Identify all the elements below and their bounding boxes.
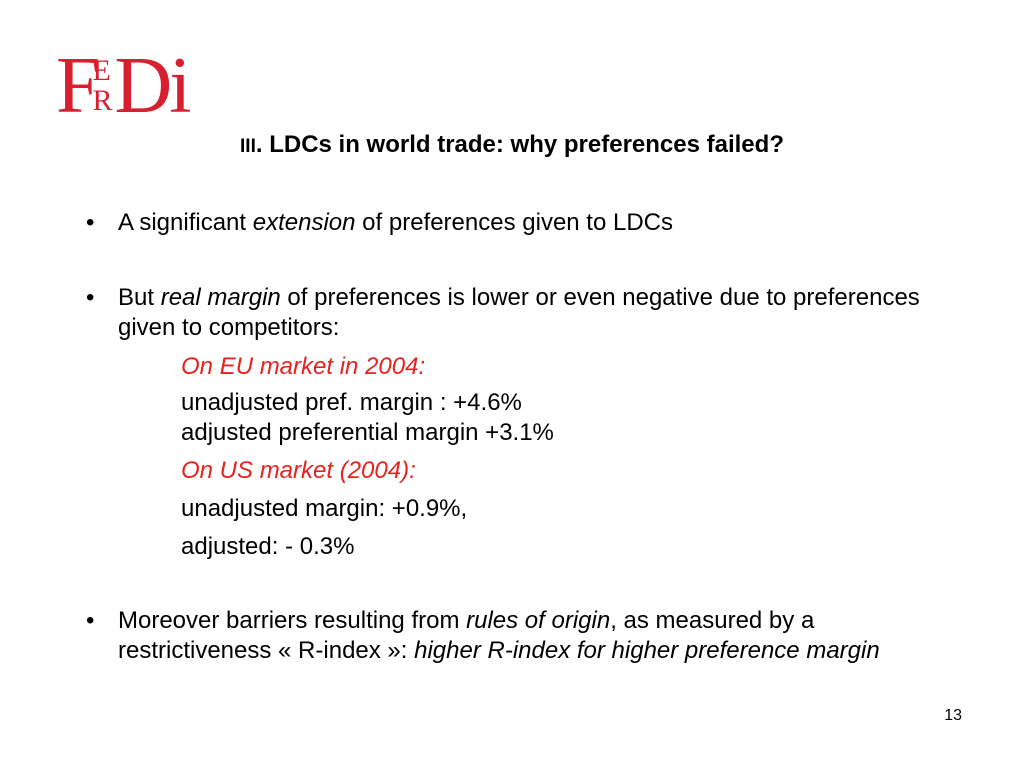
title-roman-numeral: III <box>240 136 256 157</box>
bullet-1-emphasis: extension <box>252 209 356 236</box>
title-text: . LDCs in world trade: why preferences f… <box>255 131 784 158</box>
logo-letter-r: R <box>92 84 113 117</box>
bullet-text-3: Moreover barriers resulting from rules o… <box>118 606 958 666</box>
bullet-text-1: A significant extension of preferences g… <box>118 208 978 238</box>
logo-stacked-letters: E R <box>93 56 113 116</box>
bullet-3-pre: Moreover barriers resulting from <box>118 607 467 634</box>
logo-letter-f: F <box>56 42 100 130</box>
slide-title: III. LDCs in world trade: why preference… <box>0 131 1024 159</box>
us-heading: On US market (2004): <box>181 457 416 484</box>
bullet-2-emphasis: real margin <box>160 284 281 311</box>
bullet-2-pre: But <box>118 284 161 311</box>
bullet-marker: • <box>86 607 95 634</box>
us-unadjusted-margin: unadjusted margin: +0.9%, <box>181 495 468 522</box>
logo-letter-e: E <box>92 54 111 87</box>
bullet-3-emphasis: rules of origin <box>466 607 611 634</box>
eu-unadjusted-margin: unadjusted pref. margin : +4.6% <box>181 389 522 416</box>
bullet-3-mid: , as measured by a restrictiveness « R-i… <box>118 607 815 664</box>
page-number: 13 <box>944 707 962 724</box>
eu-adjusted-margin: adjusted preferential margin +3.1% <box>181 419 554 446</box>
bullet-1-post: of preferences given to LDCs <box>355 209 673 236</box>
us-adjusted-margin: adjusted: - 0.3% <box>181 533 355 560</box>
bullet-text-2: But real margin of preferences is lower … <box>118 283 928 343</box>
logo-letters-di: Di <box>114 42 192 130</box>
bullet-3-emphasis-2: higher R-index for higher preference mar… <box>414 637 880 664</box>
ferdi-logo: F E R Di <box>56 42 192 130</box>
bullet-2-post: of preferences is lower or even negative… <box>118 284 920 341</box>
bullet-marker: • <box>86 284 95 311</box>
bullet-1-pre: A significant <box>118 209 253 236</box>
eu-heading: On EU market in 2004: <box>181 353 426 380</box>
bullet-marker: • <box>86 209 95 236</box>
